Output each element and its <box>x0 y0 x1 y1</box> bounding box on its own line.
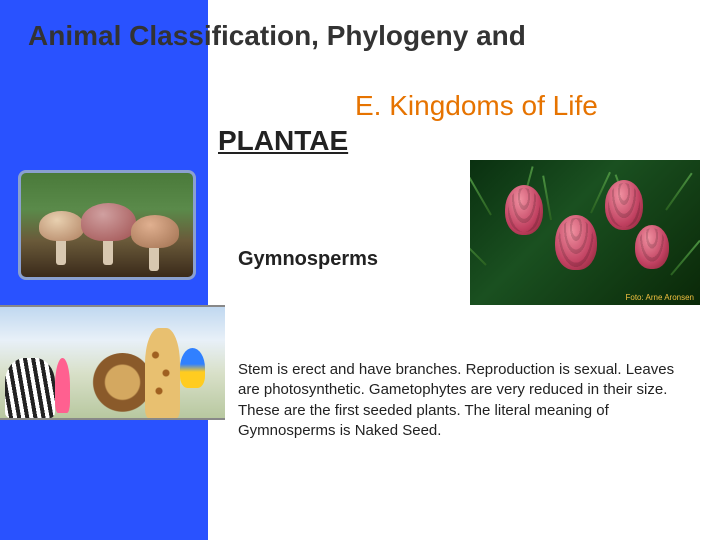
animals-image <box>0 305 225 420</box>
section-heading: E. Kingdoms of Life <box>355 90 598 122</box>
mushrooms-image <box>18 170 196 280</box>
topic-heading: Gymnosperms <box>238 248 378 271</box>
slide-main-title: Animal Classification, Phylogeny and <box>28 20 720 52</box>
cones-image: Foto: Arne Aronsen <box>470 160 700 305</box>
cones-caption: Foto: Arne Aronsen <box>626 293 695 302</box>
kingdom-heading: PLANTAE <box>218 125 348 157</box>
body-paragraph: Stem is erect and have branches. Reprodu… <box>238 360 690 441</box>
